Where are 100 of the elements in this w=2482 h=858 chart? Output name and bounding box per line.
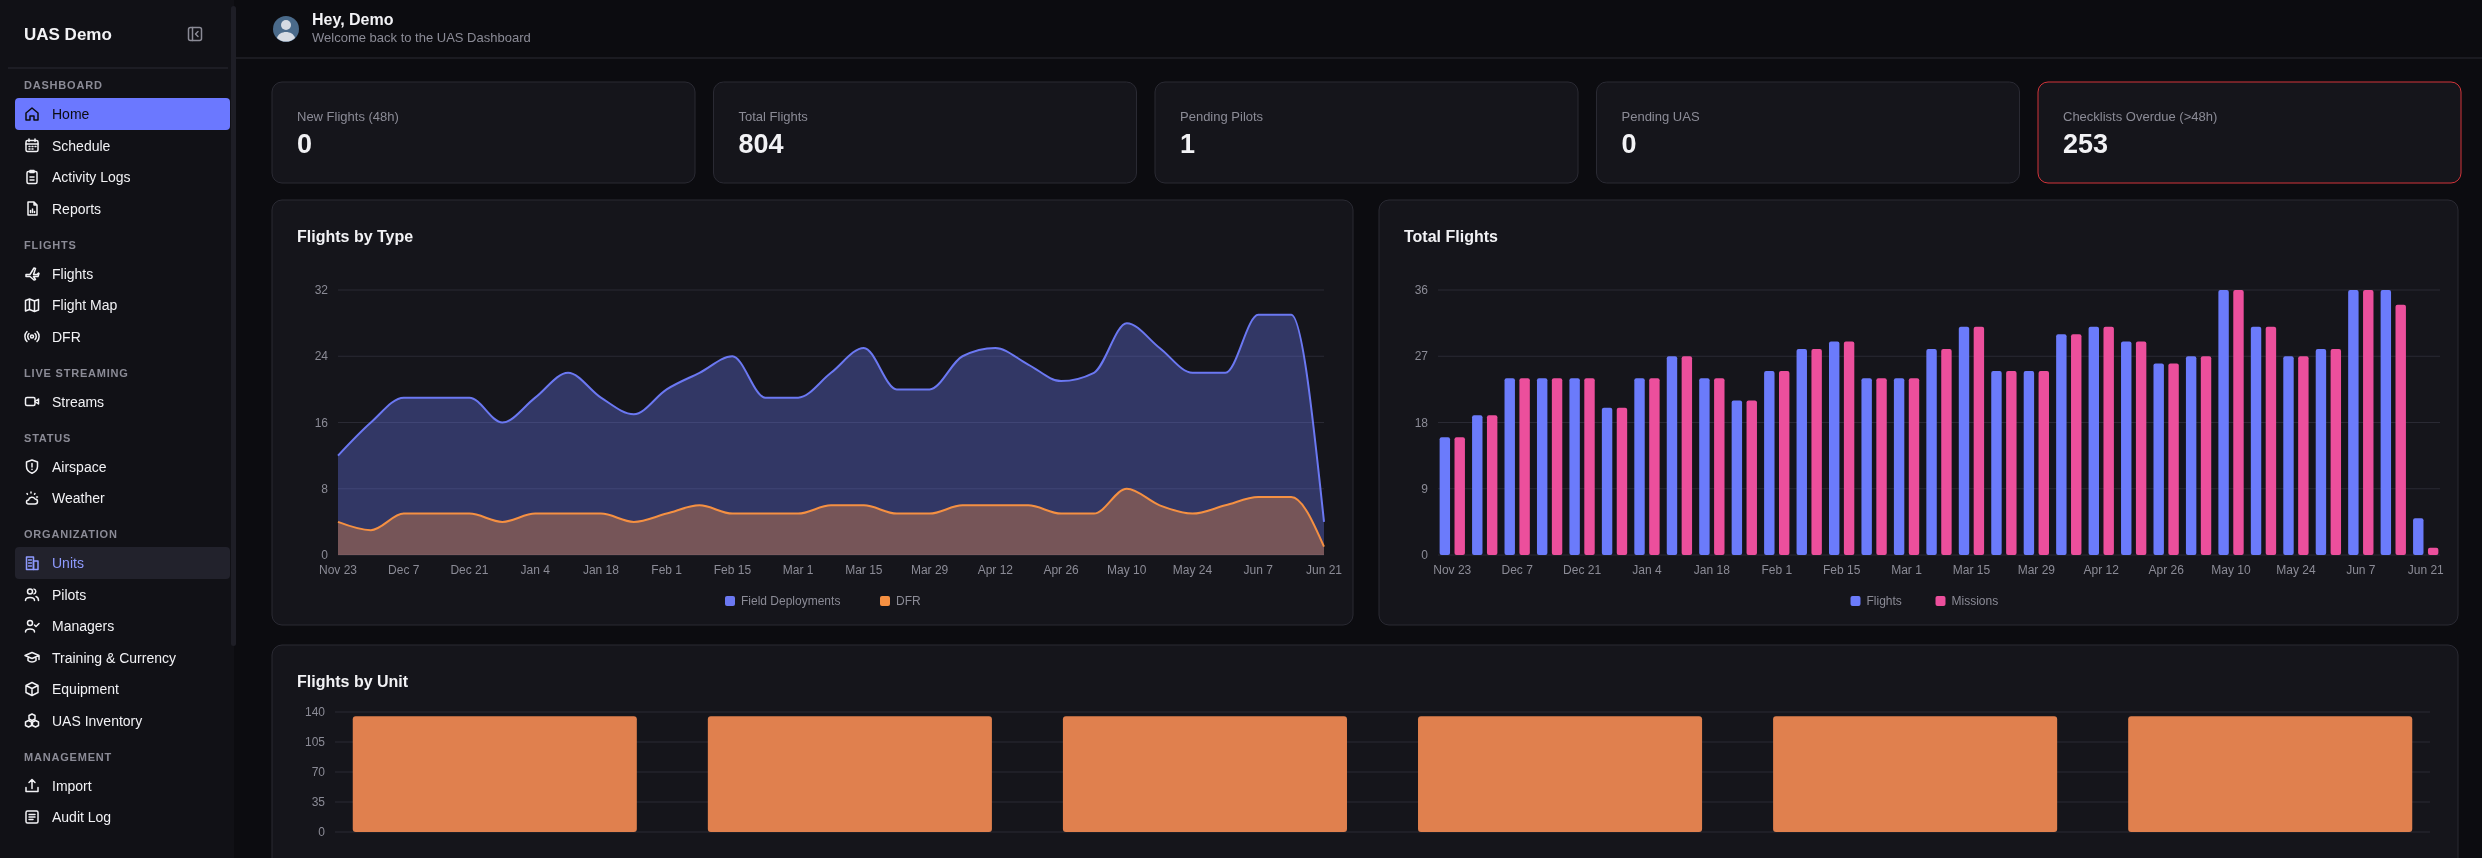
- x-tick-label: Mar 1: [782, 563, 814, 577]
- bar: [1941, 348, 1952, 555]
- bar: [1973, 326, 1985, 555]
- bar: [1601, 407, 1613, 555]
- x-tick-label: Jun 7: [1243, 563, 1274, 577]
- x-tick-label: Dec 7: [1501, 563, 1534, 577]
- bar: [1634, 378, 1645, 555]
- y-tick-label: 105: [304, 735, 326, 749]
- x-tick-label: Mar 15: [845, 563, 883, 577]
- x-tick-label: Dec 7: [388, 563, 420, 577]
- x-tick-label: Apr 26: [2148, 563, 2185, 577]
- bar: [1504, 378, 1515, 555]
- text: Total Flights: [738, 109, 809, 124]
- text: 804: [738, 129, 784, 159]
- text: UAS Inventory: [52, 712, 143, 729]
- bar: [1584, 378, 1595, 555]
- text: Audit Log: [52, 809, 112, 825]
- text: Import: [52, 777, 92, 794]
- bar: [2071, 334, 2082, 555]
- x-tick-label: Apr 12: [977, 563, 1014, 577]
- x-tick-label: Nov 23: [1433, 563, 1472, 577]
- text: LIVE STREAMING: [24, 366, 129, 379]
- y-tick-label: 0: [321, 548, 329, 562]
- text: Streams: [52, 393, 105, 410]
- bar: [2413, 518, 2424, 555]
- text: DFR: [52, 328, 81, 345]
- text: FLIGHTS: [24, 238, 77, 251]
- y-tick-label: 32: [314, 283, 329, 297]
- text: ORGANIZATION: [24, 528, 118, 540]
- bar: [2185, 356, 2197, 555]
- chart-title: Flights by Unit: [297, 673, 409, 690]
- bar: [1649, 378, 1660, 555]
- bar: [2218, 290, 2229, 555]
- text: Managers: [52, 618, 115, 634]
- y-tick-label: 0: [318, 825, 326, 839]
- y-tick-label: 9: [1421, 481, 1429, 496]
- text: Flights: [52, 265, 94, 282]
- y-tick-label: 18: [1414, 415, 1429, 430]
- bar: [2250, 326, 2262, 555]
- legend-label: Flights: [1866, 594, 1902, 608]
- text: 0: [1621, 129, 1637, 159]
- x-tick-label: Jun 21: [2407, 563, 2445, 577]
- bar: [1714, 378, 1725, 555]
- bar: [1991, 370, 2002, 555]
- bar: [1472, 415, 1483, 555]
- text: Units: [52, 555, 84, 571]
- bar: [1958, 326, 1970, 555]
- bar: [1681, 356, 1693, 555]
- x-tick-label: Jan 18: [1693, 563, 1731, 577]
- text: Reports: [52, 200, 102, 217]
- bar: [1926, 348, 1937, 555]
- bar: [1536, 378, 1548, 555]
- x-tick-label: May 24: [2276, 563, 2316, 577]
- text: Pending UAS: [1621, 109, 1700, 124]
- text: Pending Pilots: [1180, 109, 1264, 124]
- text: Flight Map: [52, 297, 118, 313]
- x-tick-label: Apr 26: [1043, 563, 1080, 577]
- x-tick-label: Apr 12: [2083, 563, 2120, 577]
- bar: [2283, 356, 2294, 555]
- bar: [1746, 400, 1757, 555]
- bar: [1666, 356, 1678, 555]
- bar: [1731, 400, 1743, 555]
- bar: [2380, 290, 2392, 555]
- x-tick-label: Jan 4: [1632, 563, 1662, 577]
- bar: [2088, 326, 2100, 555]
- text: New Flights (48h): [297, 109, 399, 124]
- x-tick-label: Nov 23: [318, 563, 358, 577]
- bar: [1519, 378, 1530, 555]
- text: Hey, Demo: [312, 11, 394, 28]
- x-tick-label: May 10: [1107, 563, 1147, 577]
- legend-label: DFR: [896, 594, 921, 608]
- text: Schedule: [52, 137, 111, 154]
- x-tick-label: May 24: [1172, 563, 1213, 577]
- bar: [1811, 348, 1822, 555]
- text: DASHBOARD: [24, 79, 103, 91]
- text: Activity Logs: [52, 169, 131, 185]
- text: STATUS: [24, 431, 72, 444]
- x-tick-label: Mar 29: [2017, 563, 2056, 577]
- bar: [2330, 348, 2342, 555]
- x-tick-label: Dec 21: [1563, 563, 1602, 577]
- x-tick-label: May 10: [2211, 563, 2252, 577]
- bar: [1616, 407, 1628, 555]
- x-tick-label: Feb 15: [713, 563, 752, 577]
- text: Pilots: [52, 586, 87, 603]
- text: Weather: [52, 490, 105, 506]
- bar: [1569, 378, 1580, 555]
- x-tick-label: Jun 21: [1305, 563, 1343, 577]
- bar: [1893, 378, 1905, 555]
- text: Checklists Overdue (>48h): [2063, 109, 2218, 124]
- y-tick-label: 140: [304, 705, 326, 719]
- bar: [1861, 378, 1872, 555]
- bar: [2153, 363, 2164, 555]
- bar: [2200, 356, 2212, 555]
- text: Equipment: [52, 681, 120, 697]
- legend-label: Field Deployments: [741, 594, 841, 608]
- bar: [2265, 326, 2277, 555]
- bar: [2348, 290, 2359, 555]
- text: Training & Currency: [52, 649, 176, 666]
- bar: [1764, 370, 1775, 555]
- x-tick-label: Jan 4: [520, 563, 551, 577]
